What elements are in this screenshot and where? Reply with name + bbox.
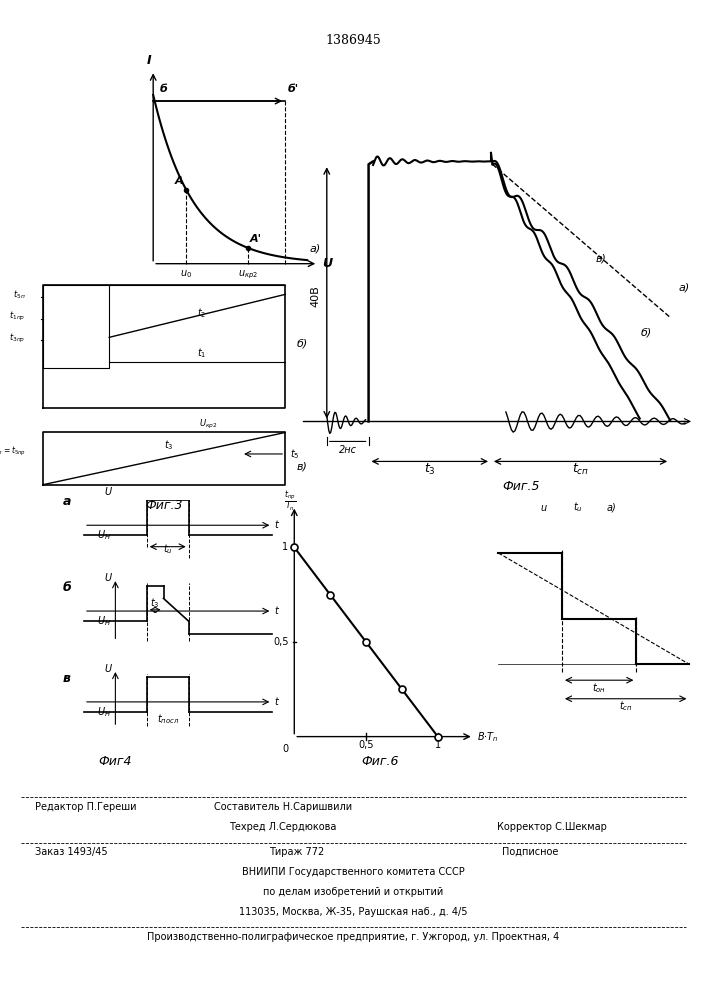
Text: $t_{сп}$: $t_{сп}$ [572, 462, 589, 477]
Text: t: t [274, 697, 279, 707]
Text: 0: 0 [282, 744, 288, 754]
Text: $u_{кр2}$: $u_{кр2}$ [238, 268, 258, 281]
Text: 0,5: 0,5 [273, 637, 288, 647]
Text: б): б) [296, 339, 308, 349]
Text: $U_{кр2}$: $U_{кр2}$ [199, 418, 218, 431]
Text: а): а) [607, 503, 617, 513]
Text: $u_0$: $u_0$ [180, 268, 192, 280]
Text: а): а) [679, 282, 690, 292]
Text: Техред Л.Сердюкова: Техред Л.Сердюкова [229, 822, 337, 832]
Text: $t_{5п}$: $t_{5п}$ [13, 288, 25, 301]
Text: Редактор П.Гереши: Редактор П.Гереши [35, 802, 137, 812]
Text: Фиг.6: Фиг.6 [362, 755, 399, 768]
Text: $\frac{t_{пр}}{T_n}$: $\frac{t_{пр}}{T_n}$ [284, 489, 296, 513]
Text: б: б [63, 581, 72, 594]
Text: Заказ 1493/45: Заказ 1493/45 [35, 847, 108, 857]
Text: $t_{3пр}$: $t_{3пр}$ [9, 332, 25, 345]
Text: I: I [146, 54, 151, 67]
Text: Корректор С.Шекмар: Корректор С.Шекмар [496, 822, 607, 832]
Text: Составитель Н.Саришвили: Составитель Н.Саришвили [214, 802, 352, 812]
Text: 2нс: 2нс [339, 445, 357, 455]
Text: Подписное: Подписное [502, 847, 559, 857]
Text: $t_3$: $t_3$ [151, 596, 160, 610]
Text: U: U [104, 573, 111, 583]
Text: U: U [322, 257, 333, 270]
Text: $t_{посл}$: $t_{посл}$ [156, 712, 179, 726]
Text: U: U [104, 487, 111, 497]
Text: Тираж 772: Тираж 772 [269, 847, 325, 857]
Text: а: а [63, 495, 71, 508]
Text: в): в) [595, 253, 607, 263]
Text: б': б' [287, 84, 298, 94]
Text: U: U [104, 664, 111, 674]
Text: $t_5$: $t_5$ [290, 447, 299, 461]
Text: $t_u$: $t_u$ [573, 501, 583, 514]
Text: $t_u$: $t_u$ [163, 542, 173, 556]
Text: ВНИИПИ Государственного комитета СССР: ВНИИПИ Государственного комитета СССР [242, 867, 465, 877]
Text: в): в) [296, 461, 307, 471]
Text: $U_H$: $U_H$ [97, 614, 111, 628]
Text: б: б [160, 84, 168, 94]
Text: по делам изобретений и открытий: по делам изобретений и открытий [264, 887, 443, 897]
Text: А: А [175, 176, 184, 186]
Text: $t_{1пр}$: $t_{1пр}$ [9, 310, 25, 323]
Text: $U_H$: $U_H$ [97, 705, 111, 719]
Text: t: t [274, 520, 279, 530]
Text: Фиг4: Фиг4 [99, 755, 132, 768]
Text: Производственно-полиграфическое предприятие, г. Ужгород, ул. Проектная, 4: Производственно-полиграфическое предприя… [147, 932, 560, 942]
Text: 113035, Москва, Ж-35, Раушская наб., д. 4/5: 113035, Москва, Ж-35, Раушская наб., д. … [239, 907, 468, 917]
Text: $U_H$: $U_H$ [97, 528, 111, 542]
Text: в: в [63, 672, 71, 685]
Text: б): б) [641, 328, 651, 338]
Text: А': А' [250, 234, 262, 244]
Text: $t_{он}$: $t_{он}$ [592, 681, 607, 695]
Text: $t_{сп}=t_{5пр}$: $t_{сп}=t_{5пр}$ [0, 445, 25, 458]
Text: Фиг.3: Фиг.3 [146, 499, 183, 512]
Text: 40В: 40В [311, 285, 321, 307]
Text: 0,5: 0,5 [358, 740, 374, 750]
Text: $B{\cdot}T_n$: $B{\cdot}T_n$ [477, 730, 498, 744]
Text: $t_1$: $t_1$ [197, 346, 206, 360]
Text: 1: 1 [435, 740, 441, 750]
Text: $t_3$: $t_3$ [164, 438, 174, 452]
Text: 1386945: 1386945 [326, 34, 381, 47]
Text: t: t [274, 606, 279, 616]
Text: $t_{сп}$: $t_{сп}$ [619, 699, 633, 713]
Text: $t_3$: $t_3$ [424, 462, 436, 477]
Text: u: u [541, 503, 547, 513]
Text: а): а) [310, 243, 320, 253]
Text: Фиг.5: Фиг.5 [502, 480, 539, 493]
Text: $t_2$: $t_2$ [197, 306, 206, 320]
Text: 1: 1 [282, 542, 288, 552]
